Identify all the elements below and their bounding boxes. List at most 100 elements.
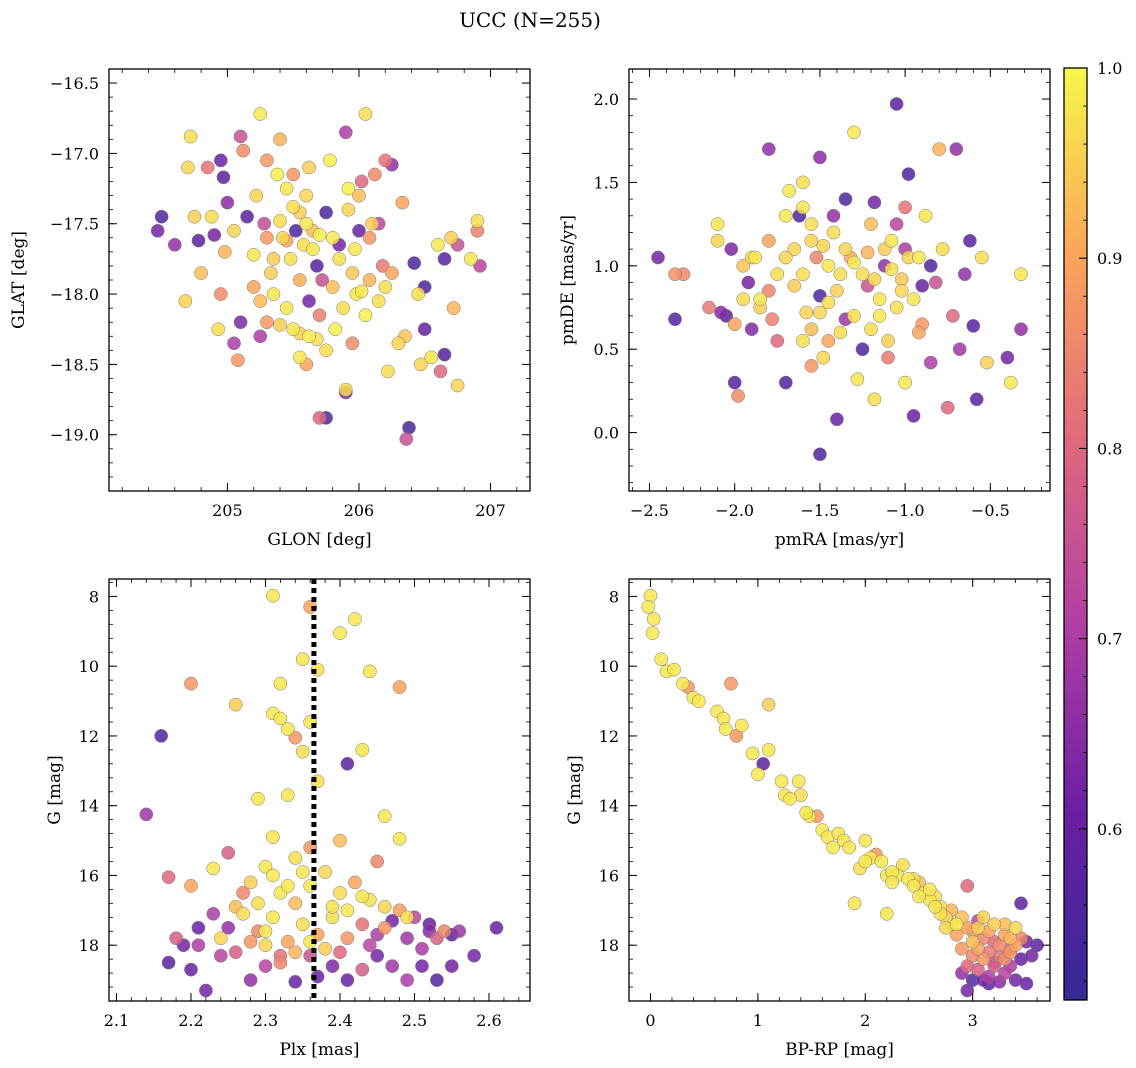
sky-point bbox=[187, 209, 202, 224]
sky-xtick-label: 207 bbox=[475, 501, 506, 520]
proper-motion-point bbox=[761, 233, 776, 248]
proper-motion-point bbox=[949, 142, 964, 156]
parallax-magnitude-point bbox=[340, 931, 355, 946]
sky-point bbox=[217, 245, 232, 259]
proper-motion-xtick-label: −2.0 bbox=[715, 501, 754, 520]
color-magnitude-point bbox=[965, 934, 980, 949]
sky-point bbox=[446, 301, 461, 315]
proper-motion-point bbox=[894, 283, 909, 298]
proper-motion-point bbox=[804, 233, 819, 248]
color-magnitude-point bbox=[675, 676, 690, 691]
sky-point bbox=[246, 280, 261, 294]
proper-motion-point bbox=[727, 317, 742, 332]
parallax-magnitude-point bbox=[325, 959, 340, 973]
parallax-magnitude-ytick-label: 14 bbox=[79, 797, 99, 816]
sky-point bbox=[288, 223, 303, 238]
parallax-magnitude-point bbox=[266, 830, 280, 844]
sky-point bbox=[315, 273, 329, 287]
color-magnitude-point bbox=[724, 676, 738, 691]
proper-motion-point bbox=[799, 305, 814, 320]
proper-motion-point bbox=[813, 447, 827, 462]
color-magnitude-point bbox=[718, 722, 733, 736]
parallax-magnitude-points bbox=[139, 588, 504, 998]
color-magnitude-point bbox=[922, 882, 937, 897]
proper-motion-point bbox=[1003, 375, 1018, 390]
proper-motion-point bbox=[1014, 267, 1028, 282]
sky-point bbox=[437, 347, 452, 362]
parallax-magnitude-point bbox=[437, 924, 452, 939]
sky-point bbox=[341, 202, 356, 217]
parallax-magnitude-point bbox=[400, 910, 414, 925]
colorbar-tick-label: 1.0 bbox=[1097, 59, 1122, 78]
proper-motion-ytick-label: 1.5 bbox=[594, 173, 619, 192]
proper-motion-point bbox=[748, 250, 762, 265]
color-magnitude-point bbox=[826, 840, 840, 855]
sky-point bbox=[402, 420, 416, 435]
parallax-magnitude-point bbox=[251, 896, 265, 911]
proper-motion-point bbox=[816, 238, 831, 253]
sky-point bbox=[286, 322, 301, 337]
sky-point bbox=[213, 287, 228, 301]
proper-motion-ytick-label: 2.0 bbox=[594, 90, 619, 109]
sky-point bbox=[352, 223, 366, 238]
color-magnitude-point bbox=[912, 889, 926, 904]
proper-motion-point bbox=[787, 278, 802, 293]
parallax-magnitude-point bbox=[280, 788, 295, 803]
color-magnitude-point bbox=[858, 833, 873, 848]
parallax-magnitude-point bbox=[400, 973, 414, 987]
parallax-magnitude-point bbox=[370, 948, 385, 963]
parallax-magnitude-point bbox=[295, 744, 310, 759]
parallax-magnitude-point bbox=[243, 973, 258, 987]
sky-point bbox=[286, 167, 301, 182]
sky-point bbox=[365, 216, 379, 231]
parallax-magnitude-ytick-label: 8 bbox=[89, 587, 99, 606]
sky-point bbox=[299, 188, 314, 203]
parallax-magnitude-point bbox=[288, 896, 303, 911]
color-magnitude-point bbox=[691, 694, 706, 708]
proper-motion-point bbox=[796, 200, 810, 215]
parallax-magnitude-point bbox=[266, 588, 280, 603]
sky-point bbox=[312, 228, 327, 242]
proper-motion-point bbox=[830, 412, 844, 427]
parallax-magnitude-point bbox=[325, 899, 340, 914]
sky-xtick-label: 205 bbox=[212, 501, 243, 520]
sky-points bbox=[150, 107, 487, 446]
parallax-magnitude-point bbox=[280, 879, 295, 893]
color-magnitude-point bbox=[761, 697, 776, 712]
sky-point bbox=[260, 315, 274, 330]
parallax-magnitude-point bbox=[206, 906, 221, 921]
color-magnitude-xlabel: BP-RP [mag] bbox=[785, 1040, 894, 1060]
parallax-magnitude-ytick-label: 10 bbox=[79, 657, 99, 676]
sky-point bbox=[260, 230, 274, 245]
proper-motion-point bbox=[915, 278, 930, 293]
proper-motion-point bbox=[980, 355, 994, 370]
color-magnitude-point bbox=[751, 767, 765, 782]
proper-motion-ytick-label: 0.0 bbox=[594, 424, 619, 443]
color-magnitude-point bbox=[654, 652, 669, 667]
parallax-magnitude-point bbox=[355, 962, 370, 977]
parallax-magnitude-point bbox=[161, 955, 176, 970]
proper-motion-point bbox=[847, 255, 861, 270]
parallax-magnitude-point bbox=[377, 809, 392, 824]
sky-point bbox=[358, 107, 373, 121]
parallax-magnitude-point bbox=[258, 924, 273, 939]
proper-motion-point bbox=[804, 322, 819, 337]
sky-point bbox=[463, 252, 478, 266]
sky-point bbox=[336, 301, 351, 315]
sky-point bbox=[473, 259, 487, 273]
sky-point bbox=[266, 252, 281, 266]
parallax-magnitude-point bbox=[340, 973, 355, 987]
proper-motion-point bbox=[778, 250, 793, 265]
sky-point bbox=[178, 294, 193, 308]
sky-point bbox=[328, 322, 343, 337]
sky-point bbox=[325, 230, 340, 245]
colorbar: 0.6 0.7 0.8 0.9 1.0 bbox=[1063, 59, 1122, 1001]
color-magnitude-points bbox=[641, 588, 1044, 998]
proper-motion-point bbox=[847, 309, 861, 323]
color-magnitude-point bbox=[761, 743, 776, 757]
sky-point bbox=[270, 167, 285, 182]
sky-point bbox=[302, 329, 316, 344]
proper-motion-point bbox=[901, 167, 916, 181]
parallax-magnitude-point bbox=[258, 959, 273, 973]
parallax-magnitude-point bbox=[385, 959, 400, 973]
